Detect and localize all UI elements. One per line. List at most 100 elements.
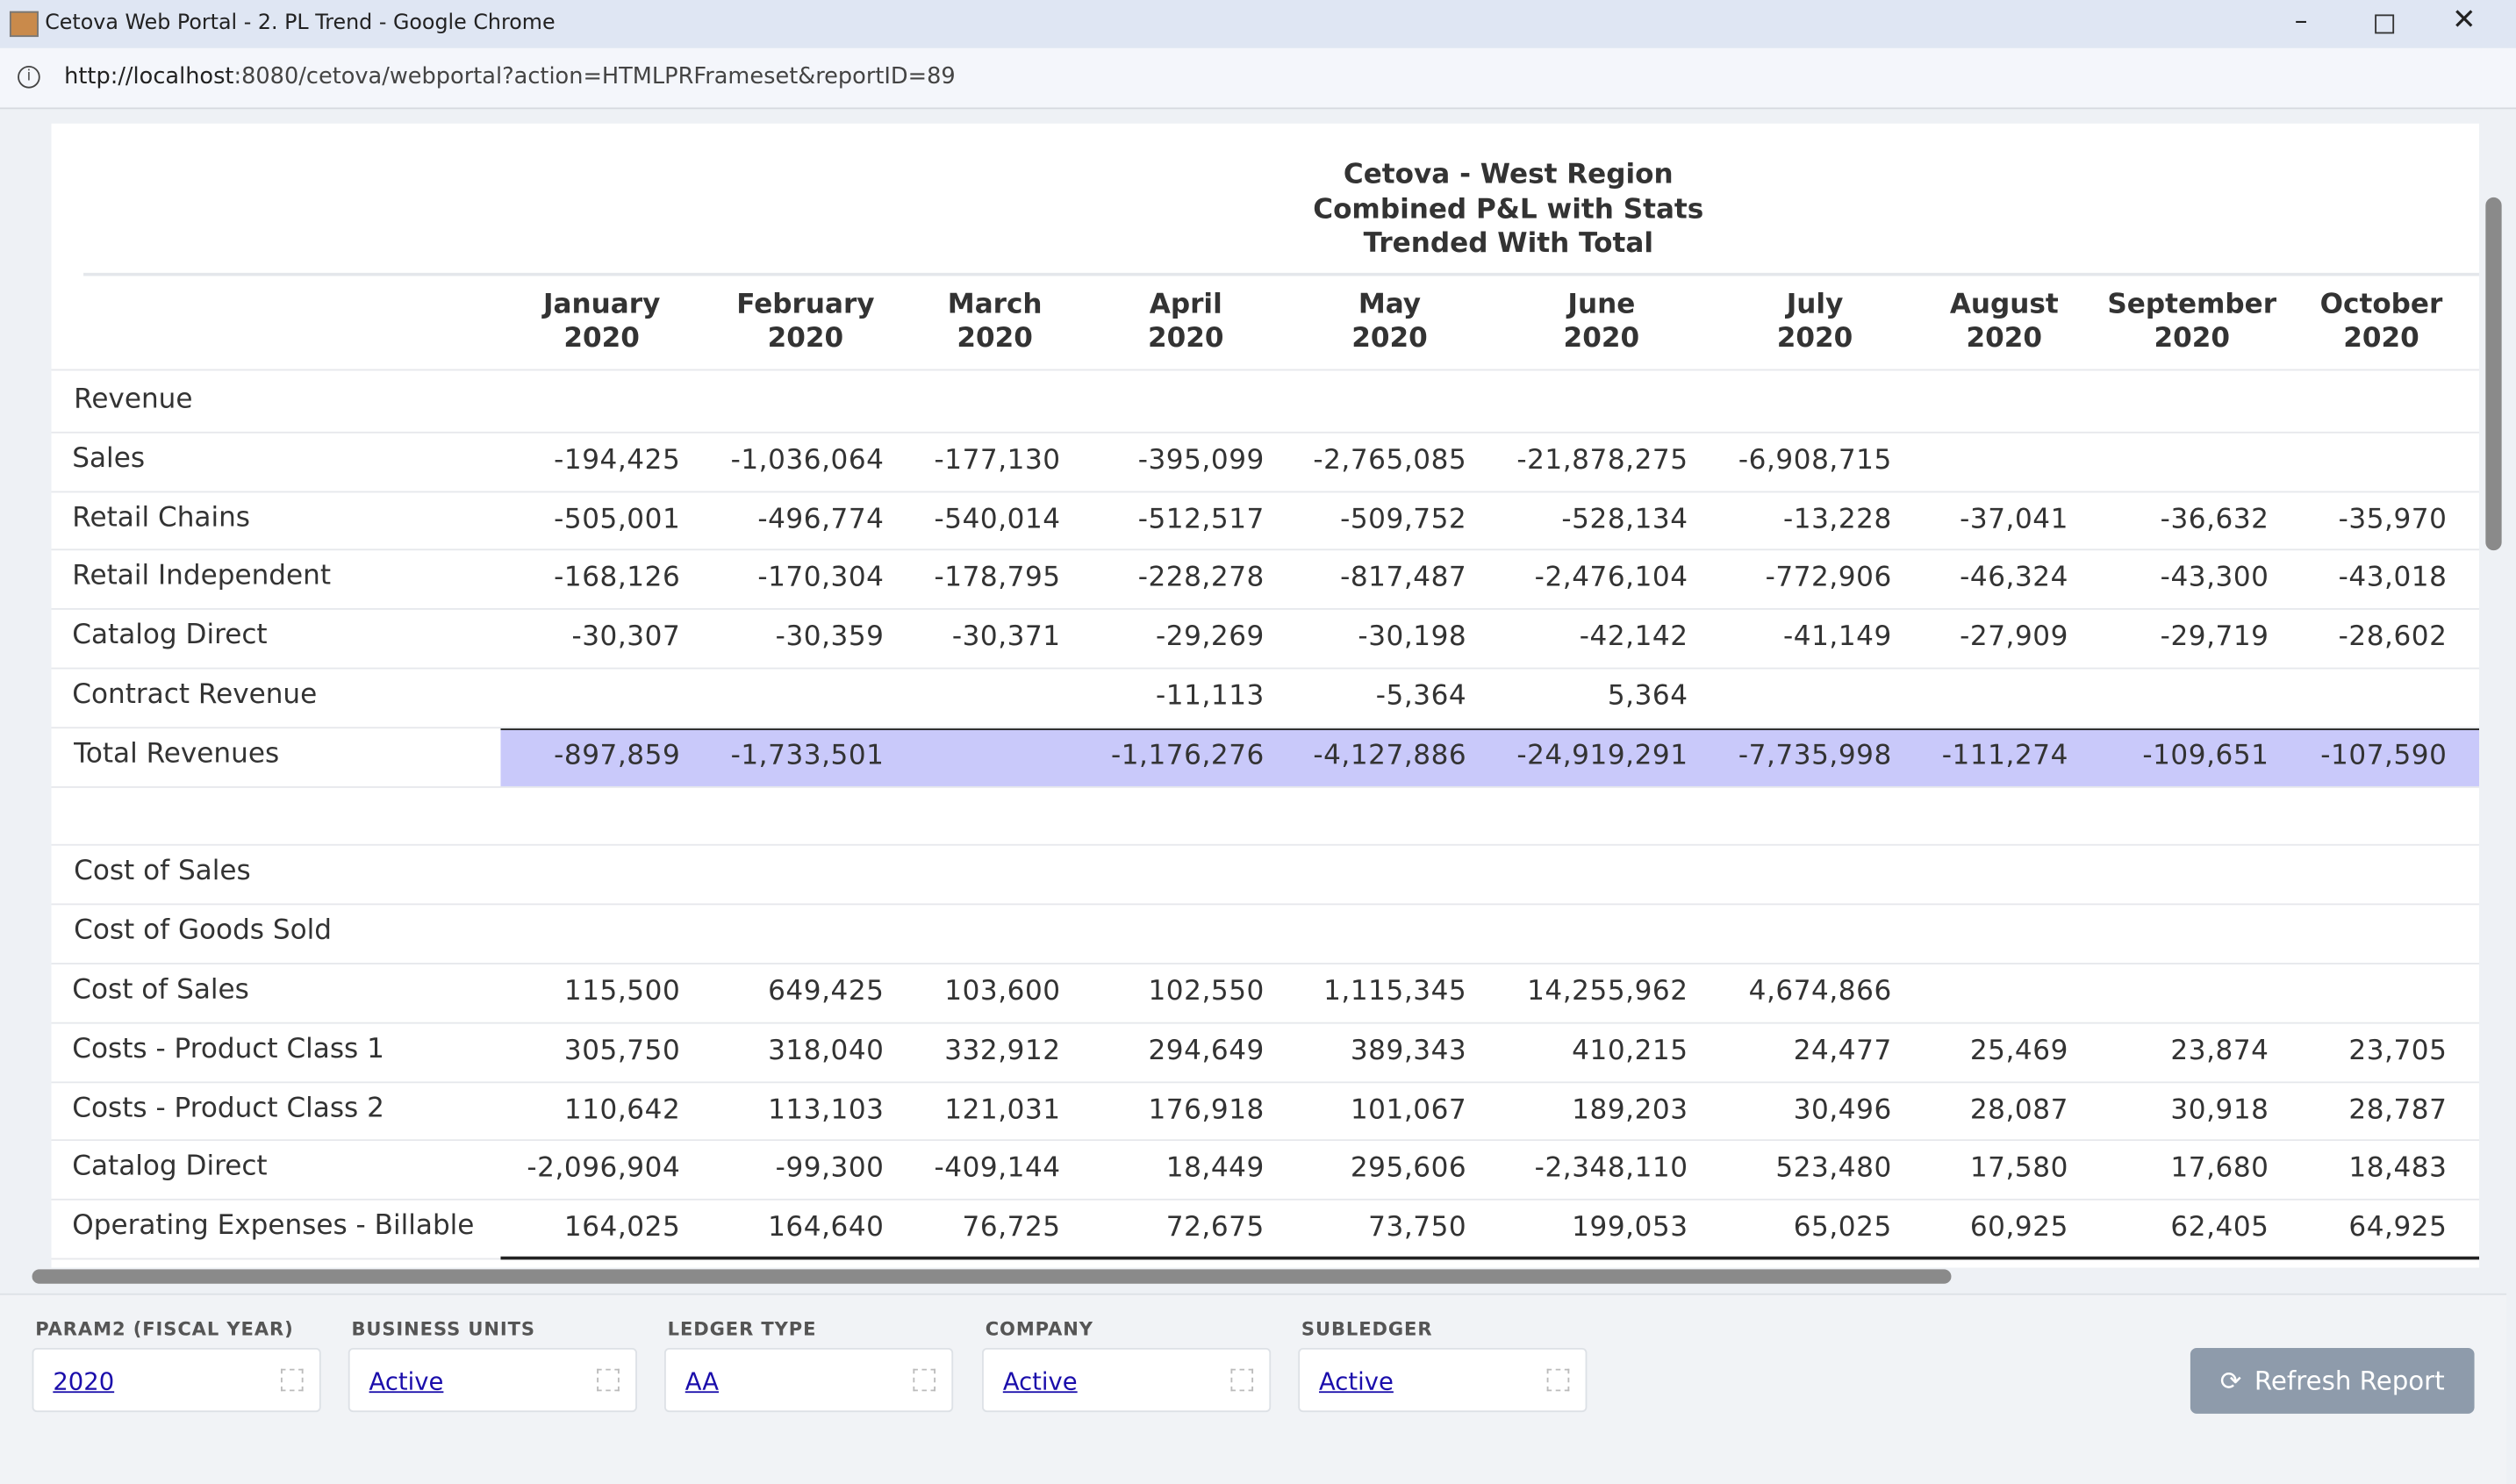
cell-value: -30,198: [1258, 621, 1467, 654]
cell-value: 110,642: [472, 1093, 681, 1126]
cell-value: -194,425: [472, 444, 681, 477]
cell-value: -2,348,110: [1480, 1153, 1688, 1186]
url-path: :8080/cetova/webportal?action=HTMLPRFram…: [233, 64, 955, 90]
cell-value: 115,500: [472, 976, 681, 1008]
cell-value: -897,859: [472, 740, 681, 772]
cell-value: 176,918: [1056, 1093, 1265, 1126]
button-label: Refresh Report: [2254, 1366, 2445, 1396]
filter-label: LEDGER TYPE: [668, 1317, 817, 1340]
cell-value: 121,031: [852, 1093, 1061, 1126]
column-year: 2020: [701, 323, 910, 356]
cell-value: 305,750: [472, 1035, 681, 1067]
column-year: 2020: [2088, 323, 2297, 356]
bottom-rule: [500, 1257, 2479, 1259]
filter-value[interactable]: Active: [1319, 1367, 1394, 1396]
row-line: [52, 668, 2480, 670]
cell-value: -5,364: [1258, 680, 1467, 713]
cell-value: 60,925: [1860, 1212, 2068, 1244]
cell-value: -24,919,291: [1480, 740, 1688, 772]
cell-value: 28,787: [2239, 1093, 2448, 1126]
filter-box[interactable]: Active: [982, 1348, 1271, 1412]
report-title-line: Cetova - West Region: [1187, 159, 1829, 191]
address-bar[interactable]: i http://localhost:8080/cetova/webportal…: [0, 48, 2516, 109]
filter-label: SUBLEDGER: [1301, 1317, 1433, 1340]
cell-value: 23,705: [2239, 1035, 2448, 1067]
filter-box[interactable]: 2020: [32, 1348, 321, 1412]
row-line: [52, 904, 2480, 906]
app-icon: [10, 11, 39, 37]
maximize[interactable]: [2375, 14, 2394, 33]
cell-value: -28,602: [2239, 621, 2448, 654]
url: http://localhost:8080/cetova/webportal?a…: [64, 64, 956, 90]
column-month: July: [1710, 289, 1919, 322]
info-icon[interactable]: i: [18, 66, 40, 89]
row-label: Sales: [72, 442, 145, 475]
total-rule: [500, 728, 2479, 731]
cell-value: 101,067: [1258, 1093, 1467, 1126]
cell-value: -528,134: [1480, 503, 1688, 535]
cell-value: 73,750: [1258, 1212, 1467, 1244]
cell-value: -177,130: [852, 444, 1061, 477]
report: Cetova - West RegionCombined P&L with St…: [52, 124, 2480, 1268]
cell-value: 64,925: [2239, 1212, 2448, 1244]
filter-value[interactable]: Active: [369, 1367, 444, 1396]
cell-value: 4,674,866: [1683, 976, 1892, 1008]
cell-value: 389,343: [1258, 1035, 1467, 1067]
row-line: [52, 963, 2480, 964]
column-month: May: [1286, 289, 1495, 322]
filter-value[interactable]: AA: [685, 1367, 719, 1396]
cell-value: -817,487: [1258, 563, 1467, 595]
cell-value: -505,001: [472, 503, 681, 535]
cell-value: -540,014: [852, 503, 1061, 535]
filter-label: PARAM2 (FISCAL YEAR): [35, 1317, 293, 1340]
column-year: 2020: [1081, 323, 1290, 356]
refresh-button[interactable]: ⟳Refresh Report: [2190, 1348, 2475, 1414]
minimize[interactable]: –: [2295, 4, 2308, 35]
row-line: [52, 1199, 2480, 1201]
cell-value: 332,912: [852, 1035, 1061, 1067]
cell-value: -27,909: [1860, 621, 2068, 654]
cell-value: -395,099: [1056, 444, 1265, 477]
cell-value: 18,483: [2239, 1153, 2448, 1186]
cell-value: -4,127,886: [1258, 740, 1467, 772]
filter-box[interactable]: Active: [1298, 1348, 1587, 1412]
row-line: [52, 785, 2480, 787]
cell-value: -178,795: [852, 563, 1061, 595]
column-year: 2020: [498, 323, 706, 356]
row-line: [52, 491, 2480, 492]
filter-value[interactable]: 2020: [53, 1367, 114, 1396]
column-month: January: [498, 289, 706, 322]
cell-value: 295,606: [1258, 1153, 1467, 1186]
v-scroll-thumb[interactable]: [2485, 197, 2501, 550]
cell-value: 14,255,962: [1480, 976, 1688, 1008]
row-label: Retail Independent: [72, 561, 331, 593]
cell-value: 294,649: [1056, 1035, 1265, 1067]
column-year: 2020: [1710, 323, 1919, 356]
cell-value: 76,725: [852, 1212, 1061, 1244]
row-line: [52, 431, 2480, 433]
cell-value: -46,324: [1860, 563, 2068, 595]
v-scrollbar[interactable]: [2484, 117, 2507, 1259]
filter-box[interactable]: Active: [348, 1348, 637, 1412]
cell-value: 1,115,345: [1258, 976, 1467, 1008]
h-scroll-thumb[interactable]: [32, 1269, 1952, 1283]
row-line: [52, 549, 2480, 551]
cell-value: 102,550: [1056, 976, 1265, 1008]
row-label: Cost of Sales: [72, 974, 249, 1007]
filter-icon: [1230, 1369, 1253, 1392]
title-bar: Cetova Web Portal - 2. PL Trend - Google…: [0, 0, 2516, 48]
cell-value: -37,041: [1860, 503, 2068, 535]
close[interactable]: ✕: [2452, 4, 2477, 37]
cell-value: 189,203: [1480, 1093, 1688, 1126]
url-host: http://localhost: [64, 64, 233, 90]
filter-value[interactable]: Active: [1003, 1367, 1078, 1396]
cell-value: 164,025: [472, 1212, 681, 1244]
cell-value: -1,733,501: [676, 740, 885, 772]
cell-value: 410,215: [1480, 1035, 1688, 1067]
filter-box[interactable]: AA: [664, 1348, 953, 1412]
cell-value: -512,517: [1056, 503, 1265, 535]
window-title: Cetova Web Portal - 2. PL Trend - Google…: [45, 11, 555, 35]
row-line: [52, 1140, 2480, 1142]
row-label: Catalog Direct: [72, 620, 267, 652]
row-label: Operating Expenses - Billable: [72, 1210, 474, 1243]
